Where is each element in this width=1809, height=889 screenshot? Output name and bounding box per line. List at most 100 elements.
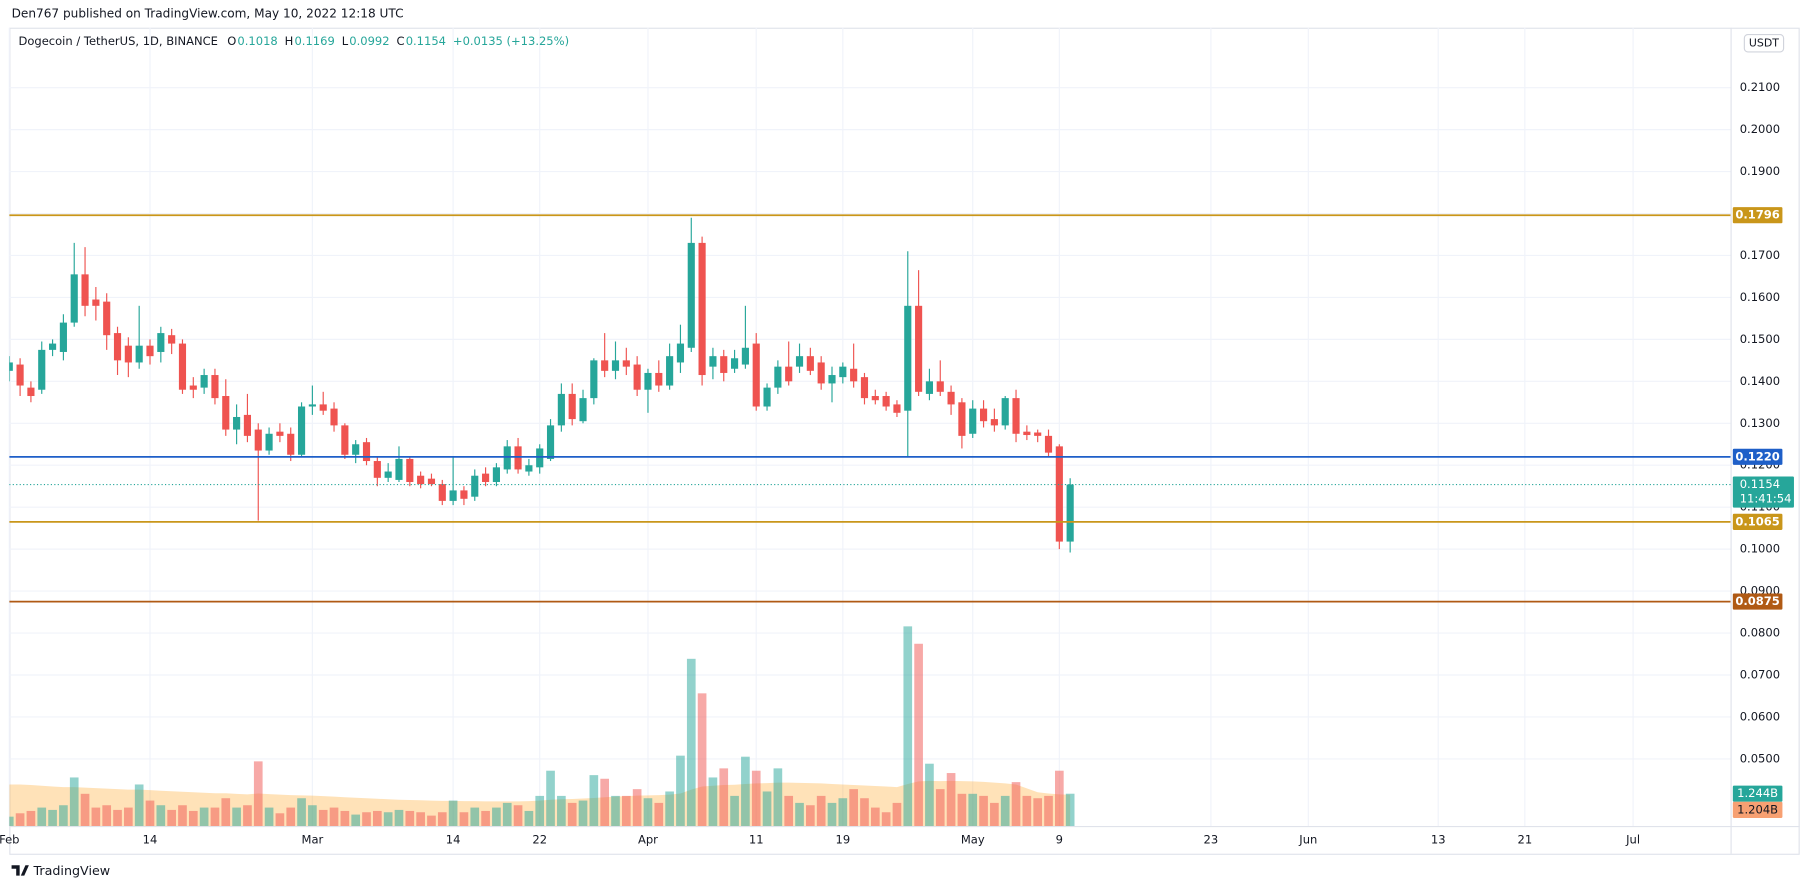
- candle-body: [59, 322, 67, 352]
- currency-button[interactable]: USDT: [1743, 34, 1785, 53]
- candle-body: [146, 345, 154, 357]
- level-label-box: [1732, 207, 1783, 224]
- level-label-box: [1732, 593, 1783, 610]
- grid: [8, 27, 1731, 827]
- volume-bar: [437, 812, 447, 827]
- volume-bar: [557, 795, 566, 827]
- volume-bar: [210, 807, 220, 827]
- brand-icon: [11, 865, 29, 876]
- volume-bar: [827, 802, 837, 827]
- volume-bar: [145, 800, 155, 827]
- volume-bar: [178, 805, 187, 827]
- candle-body: [687, 242, 695, 348]
- currency-button-box[interactable]: [1743, 34, 1785, 53]
- volume-bar: [15, 813, 25, 827]
- x-tick-label: May: [961, 832, 985, 846]
- candle-body: [427, 478, 436, 485]
- volume-bar: [546, 770, 555, 827]
- candle-body: [579, 398, 587, 422]
- volume-bar: [513, 805, 523, 827]
- volume-bar: [925, 763, 934, 827]
- brand: TradingView: [11, 863, 110, 878]
- volume-bar: [1065, 793, 1075, 827]
- volume-bar: [935, 789, 945, 827]
- candle-body: [741, 347, 749, 365]
- candle-body: [979, 408, 988, 422]
- y-tick-label: 0.2100: [1740, 80, 1780, 94]
- candle-body: [785, 366, 793, 382]
- x-tick-label: Mar: [302, 832, 324, 846]
- candle-body: [947, 391, 955, 405]
- volume-bar: [697, 693, 707, 827]
- legend-field: L: [342, 34, 349, 48]
- volume-bar: [448, 800, 458, 827]
- candle-body: [871, 396, 879, 401]
- candle-body: [969, 408, 977, 434]
- volume-bar: [1044, 795, 1053, 827]
- candle-body: [265, 433, 273, 451]
- y-tick-label: 0.1600: [1740, 290, 1780, 304]
- attribution: Den767 published on TradingView.com, May…: [12, 6, 404, 20]
- volume-bar: [881, 812, 891, 827]
- candle-body: [9, 362, 13, 371]
- x-tick-label: 14: [446, 832, 461, 846]
- candle-body: [297, 406, 306, 455]
- currency-button-label[interactable]: USDT: [1749, 36, 1779, 49]
- volume-bar: [578, 800, 588, 827]
- candle-body: [70, 274, 78, 323]
- plot-area: [9, 214, 1731, 827]
- volume-bar: [188, 810, 198, 827]
- candle-body: [308, 404, 316, 407]
- volume-bar: [340, 810, 350, 827]
- volume-bar: [870, 807, 880, 827]
- candle-body: [611, 360, 620, 371]
- volume-label: 1.244B: [1737, 786, 1778, 800]
- y-tick-label: 0.1300: [1740, 416, 1780, 430]
- candle-body: [492, 467, 500, 483]
- legend: Dogecoin / TetherUS, 1D, BINANCE O 0.1018 H…: [18, 34, 569, 48]
- candle-body: [806, 356, 814, 371]
- legend-value: 0.1169: [294, 34, 334, 48]
- candle-body: [936, 381, 944, 392]
- x-tick-label: 21: [1517, 832, 1532, 846]
- candle-body: [503, 446, 511, 470]
- volume-bar: [665, 791, 674, 827]
- volume-bar: [481, 810, 490, 827]
- volume-bar: [113, 809, 122, 827]
- volume-bar: [806, 805, 815, 827]
- last-price-label: 0.1154: [1740, 477, 1780, 491]
- volume-bar: [860, 798, 869, 827]
- x-tick-label: 14: [143, 832, 158, 846]
- candle-body: [16, 364, 24, 386]
- volume-bar: [383, 812, 393, 827]
- candle-body: [633, 364, 641, 390]
- candle-body: [925, 381, 934, 394]
- volume-bar: [26, 810, 36, 827]
- volume-bar: [1033, 798, 1043, 827]
- candle-body: [860, 377, 869, 399]
- candle-body: [557, 393, 565, 426]
- volume-bar: [676, 755, 685, 827]
- volume-bar: [156, 805, 166, 827]
- candle-body: [839, 366, 847, 378]
- candle-body: [720, 356, 728, 373]
- candle-body: [958, 402, 966, 436]
- candle-body: [449, 490, 457, 501]
- candle-body: [471, 475, 479, 497]
- candle-body: [384, 471, 392, 478]
- candle-body: [1044, 435, 1053, 453]
- candle-body: [568, 393, 576, 420]
- candle-body: [482, 473, 490, 483]
- candle-body: [915, 305, 923, 392]
- level-label: 0.1220: [1735, 449, 1779, 463]
- candle-body: [124, 345, 132, 363]
- y-tick-label: 0.1500: [1740, 332, 1780, 346]
- volume-bar: [914, 643, 923, 827]
- candle-body: [828, 375, 836, 384]
- volume-bar: [416, 812, 425, 827]
- volume-bar: [816, 795, 826, 827]
- volume-bar: [730, 795, 739, 827]
- candle-body: [893, 404, 901, 413]
- volume-bar: [632, 789, 642, 827]
- y-tick-label: 0.0500: [1740, 751, 1780, 765]
